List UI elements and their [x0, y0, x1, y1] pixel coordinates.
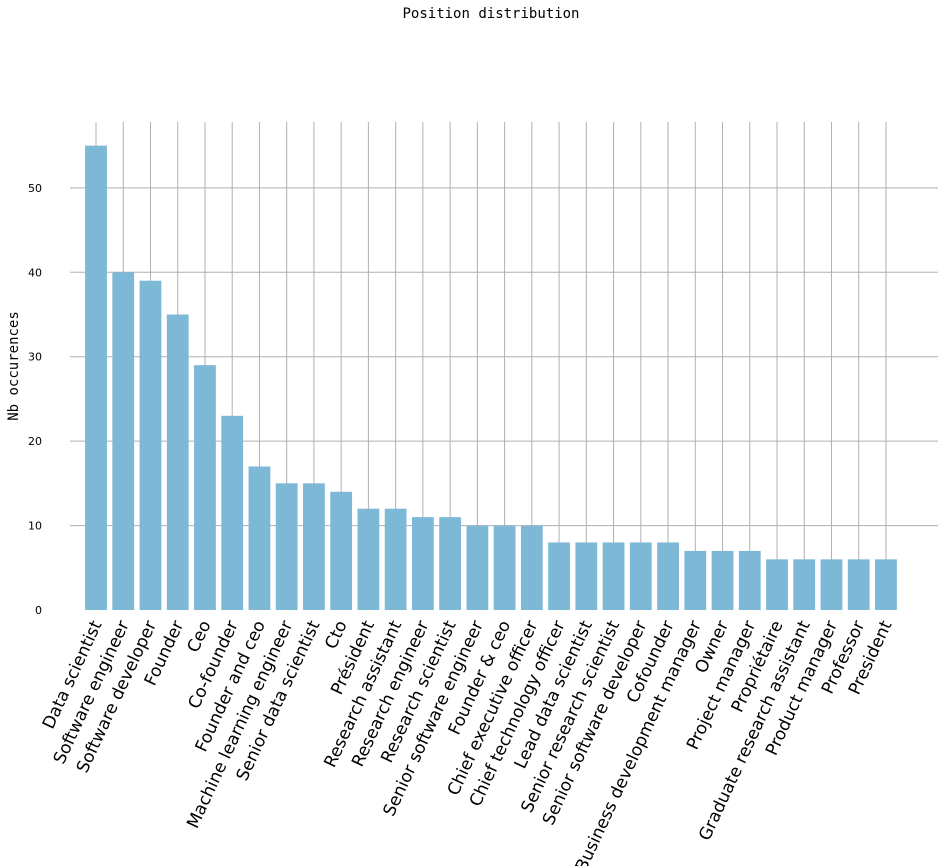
bar — [548, 542, 570, 610]
bar — [602, 542, 625, 610]
bar — [520, 525, 543, 610]
bar — [357, 508, 380, 610]
bar — [275, 483, 298, 610]
bar — [820, 559, 843, 610]
bar — [166, 314, 189, 610]
bar — [384, 508, 407, 610]
y-tick-label: 10 — [28, 520, 42, 533]
y-axis-label: Nb occurences — [6, 311, 22, 421]
y-tick-label: 40 — [28, 266, 42, 279]
bar — [139, 280, 162, 610]
bar — [766, 559, 788, 610]
bar — [439, 517, 462, 610]
bar — [629, 542, 652, 610]
bar — [657, 542, 679, 610]
bar — [684, 550, 707, 610]
bar — [711, 550, 734, 610]
bar — [194, 365, 216, 610]
bar — [248, 466, 271, 610]
bar — [575, 542, 598, 610]
bar — [738, 550, 761, 610]
bar — [330, 491, 353, 610]
y-tick-label: 30 — [28, 351, 42, 364]
bar — [411, 517, 434, 610]
bar — [847, 559, 870, 610]
bar — [875, 559, 897, 610]
y-tick-label: 20 — [28, 435, 42, 448]
bar — [303, 483, 325, 610]
bar — [221, 415, 244, 610]
bar — [85, 145, 107, 610]
bar — [466, 525, 489, 610]
bar — [493, 525, 516, 610]
bar — [793, 559, 816, 610]
bar — [112, 272, 135, 610]
y-tick-label: 0 — [35, 604, 42, 617]
chart-title: Position distribution — [402, 6, 579, 22]
y-tick-label: 50 — [28, 182, 42, 195]
